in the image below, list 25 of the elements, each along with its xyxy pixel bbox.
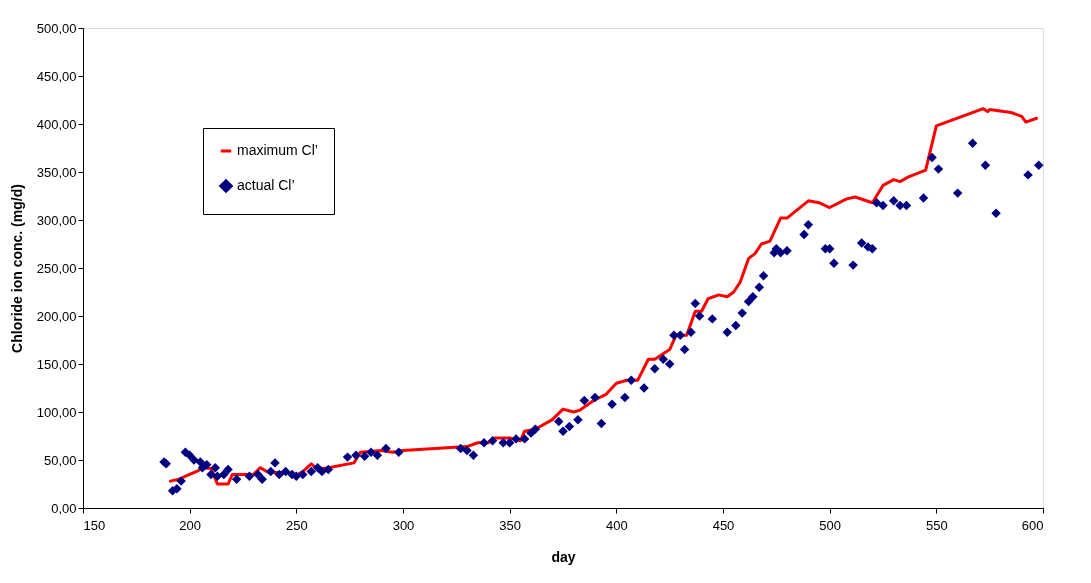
y-tick-label: 0,00 [51,500,77,516]
x-tick-label: 150 [83,517,106,533]
y-tick-label: 300,00 [36,212,77,228]
x-tick-label: 300 [392,517,415,533]
y-tick-label: 100,00 [36,404,77,420]
x-axis-title: day [551,548,576,565]
x-tick-label: 600 [1021,517,1044,533]
y-tick-label: 150,00 [36,356,77,372]
legend-label: maximum Cl’ [237,142,318,158]
y-tick-label: 450,00 [36,68,77,84]
x-tick-label: 200 [179,517,202,533]
y-tick-label: 400,00 [36,116,77,132]
y-tick-label: 50,00 [43,452,77,468]
x-tick-label: 250 [285,517,308,533]
y-tick-label: 200,00 [36,308,77,324]
legend-label: actual Cl’ [237,177,295,193]
y-axis-title: Chloride ion conc. (mg/d) [8,184,25,353]
x-tick-label: 400 [605,517,628,533]
y-tick-label: 350,00 [36,164,77,180]
x-tick-label: 550 [925,517,948,533]
x-tick-label: 350 [499,517,522,533]
x-tick-label: 500 [819,517,842,533]
x-tick-label: 450 [712,517,735,533]
y-tick-label: 250,00 [36,260,77,276]
y-tick-label: 500,00 [36,20,77,36]
